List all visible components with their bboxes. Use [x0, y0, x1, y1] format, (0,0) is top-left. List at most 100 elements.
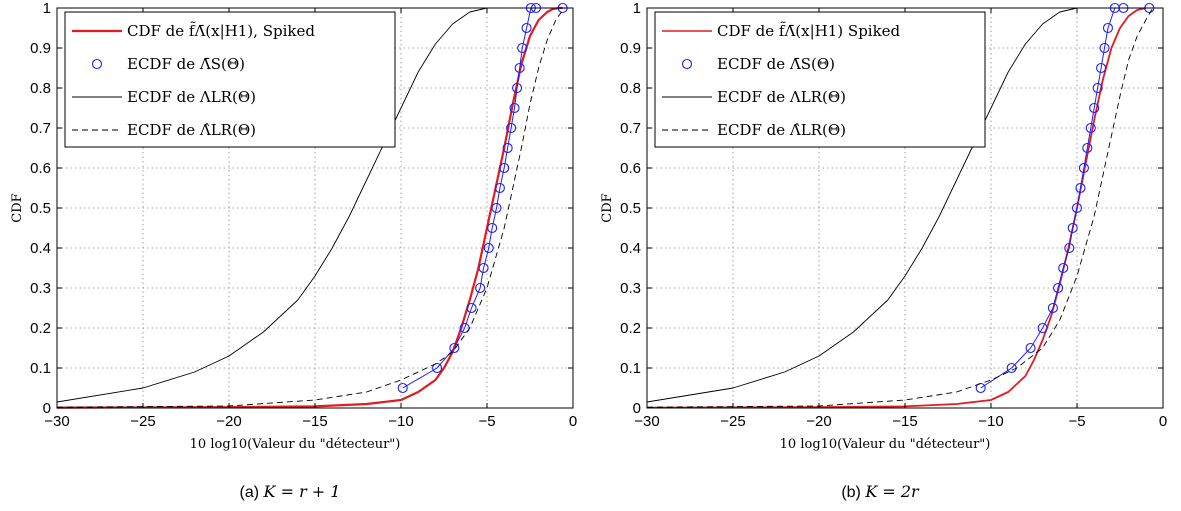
data-point: [1064, 242, 1075, 254]
legend-label: ECDF de Λ̄S(Θ): [717, 55, 835, 73]
y-axis-label: CDF: [10, 193, 25, 222]
legend-marker: [681, 58, 693, 70]
y-tick-label: 0: [43, 400, 51, 417]
y-tick-label: 0.2: [30, 320, 51, 337]
x-tick-label: −15: [302, 413, 327, 430]
x-tick-label: −30: [44, 413, 69, 430]
y-tick-label: 0.5: [30, 200, 51, 217]
data-point: [1102, 22, 1114, 34]
caption-tag: (b): [841, 484, 865, 501]
x-tick-label: 0: [569, 413, 577, 430]
y-tick-label: 0.4: [620, 240, 641, 257]
data-point: [517, 42, 528, 54]
legend-label: ECDF de Λ̄S(Θ): [127, 55, 245, 73]
legend-label: ECDF de ΛLR(Θ): [717, 88, 846, 106]
data-point: [1096, 62, 1107, 74]
x-tick-label: −20: [216, 413, 241, 430]
y-tick-label: 0.9: [30, 40, 51, 57]
y-tick-label: 0.4: [30, 240, 51, 257]
x-tick-label: −15: [892, 413, 917, 430]
legend-box: [64, 11, 396, 148]
x-axis-label: 10 log10(Valeur du "détecteur"): [190, 437, 401, 452]
data-point: [512, 82, 523, 94]
y-tick-label: 0.3: [30, 280, 51, 297]
data-point: [509, 102, 520, 114]
data-point: [1067, 222, 1078, 234]
data-point: [432, 362, 443, 374]
series-ecdf-lambda-s: [975, 2, 1155, 394]
x-tick-label: −20: [806, 413, 831, 430]
data-point: [478, 262, 489, 274]
y-tick-label: 1: [43, 0, 51, 17]
y-tick-label: 0.7: [30, 120, 51, 137]
y-tick-label: 0.8: [620, 80, 641, 97]
y-tick-label: 0.3: [620, 280, 641, 297]
chart-a: −30 −25 −20 −15 −10 −5 0 0 0.1 0.2 0.3 0.4 0.5 0.6 0.7…: [10, 0, 577, 501]
x-tick-label: −10: [388, 413, 413, 430]
y-tick-label: 0.1: [30, 360, 51, 377]
data-point: [1089, 102, 1100, 114]
x-tick-label: −30: [634, 413, 659, 430]
legend-marker: [91, 58, 103, 70]
x-tick-label: 0: [1159, 413, 1167, 430]
y-tick-label: 0.6: [30, 160, 51, 177]
legend: CDF de f̃Λ̄(x|H1) Spiked ECDF de Λ̄S(Θ) EC…: [654, 11, 986, 148]
series-line-0: [646, 7, 1147, 409]
series-line-0: [56, 6, 563, 409]
data-point: [475, 282, 486, 294]
y-tick-label: 0.6: [620, 160, 641, 177]
series-line: [980, 7, 1150, 389]
data-point: [459, 322, 470, 334]
legend-label: CDF de f̃Λ̄(x|H1), Spiked: [127, 22, 315, 40]
data-point: [487, 222, 498, 234]
data-point: [502, 142, 513, 154]
data-point: [483, 242, 494, 254]
data-point: [506, 122, 517, 134]
caption-math: K = 2r: [864, 482, 920, 501]
data-point: [1099, 42, 1110, 54]
data-point: [514, 62, 525, 74]
y-tick-label: 0.8: [30, 80, 51, 97]
legend-label: ECDF de Λ̂LR(Θ): [127, 121, 256, 139]
data-point: [1025, 342, 1036, 354]
y-tick-label: 0.5: [620, 200, 641, 217]
y-tick-label: 1: [633, 0, 641, 17]
data-point: [1071, 202, 1083, 214]
data-point: [1085, 122, 1096, 134]
figure-caption: (a) K = r + 1: [240, 482, 341, 501]
series-line-3: [646, 7, 1154, 408]
legend-label: CDF de f̃Λ̄(x|H1) Spiked: [717, 22, 901, 40]
data-point: [1082, 142, 1093, 154]
data-point: [1037, 322, 1048, 334]
series-line-3: [56, 7, 565, 408]
x-axis-label: 10 log10(Valeur du "détecteur"): [780, 437, 991, 452]
chart-b: −30 −25 −20 −15 −10 −5 0 0 0.1 0.2 0.3 0.4 0.5 0.6 0.7…: [600, 0, 1167, 501]
x-tick-label: −5: [478, 413, 495, 430]
data-point: [491, 202, 502, 214]
y-axis-label: CDF: [600, 193, 615, 222]
legend-box: [654, 11, 986, 148]
y-tick-label: 0.2: [620, 320, 641, 337]
data-point: [521, 22, 532, 34]
x-tick-label: −10: [978, 413, 1003, 430]
data-point: [1092, 82, 1103, 94]
legend-label: ECDF de Λ̂LR(Θ): [717, 121, 846, 139]
series-line: [402, 7, 563, 389]
figure-caption: (b) K = 2r: [841, 482, 920, 501]
data-point: [1058, 262, 1069, 274]
data-point: [397, 382, 408, 394]
legend: CDF de f̃Λ̄(x|H1), Spiked ECDF de Λ̄S(Θ) E…: [64, 11, 396, 148]
data-point: [494, 182, 505, 194]
data-point: [1053, 282, 1064, 294]
legend-label: ECDF de ΛLR(Θ): [127, 88, 256, 106]
y-tick-label: 0.9: [620, 40, 641, 57]
data-point: [449, 342, 460, 354]
x-tick-label: −25: [720, 413, 745, 430]
figure-a: −30 −25 −20 −15 −10 −5 0 0 0.1 0.2 0.3 0.4 0.5 0.6 0.7…: [0, 0, 590, 507]
caption-tag: (a): [240, 484, 264, 501]
y-tick-label: 0: [633, 400, 641, 417]
data-point: [499, 162, 510, 174]
y-tick-label: 0.7: [620, 120, 641, 137]
data-point: [1047, 302, 1058, 314]
y-tick-label: 0.1: [620, 360, 641, 377]
